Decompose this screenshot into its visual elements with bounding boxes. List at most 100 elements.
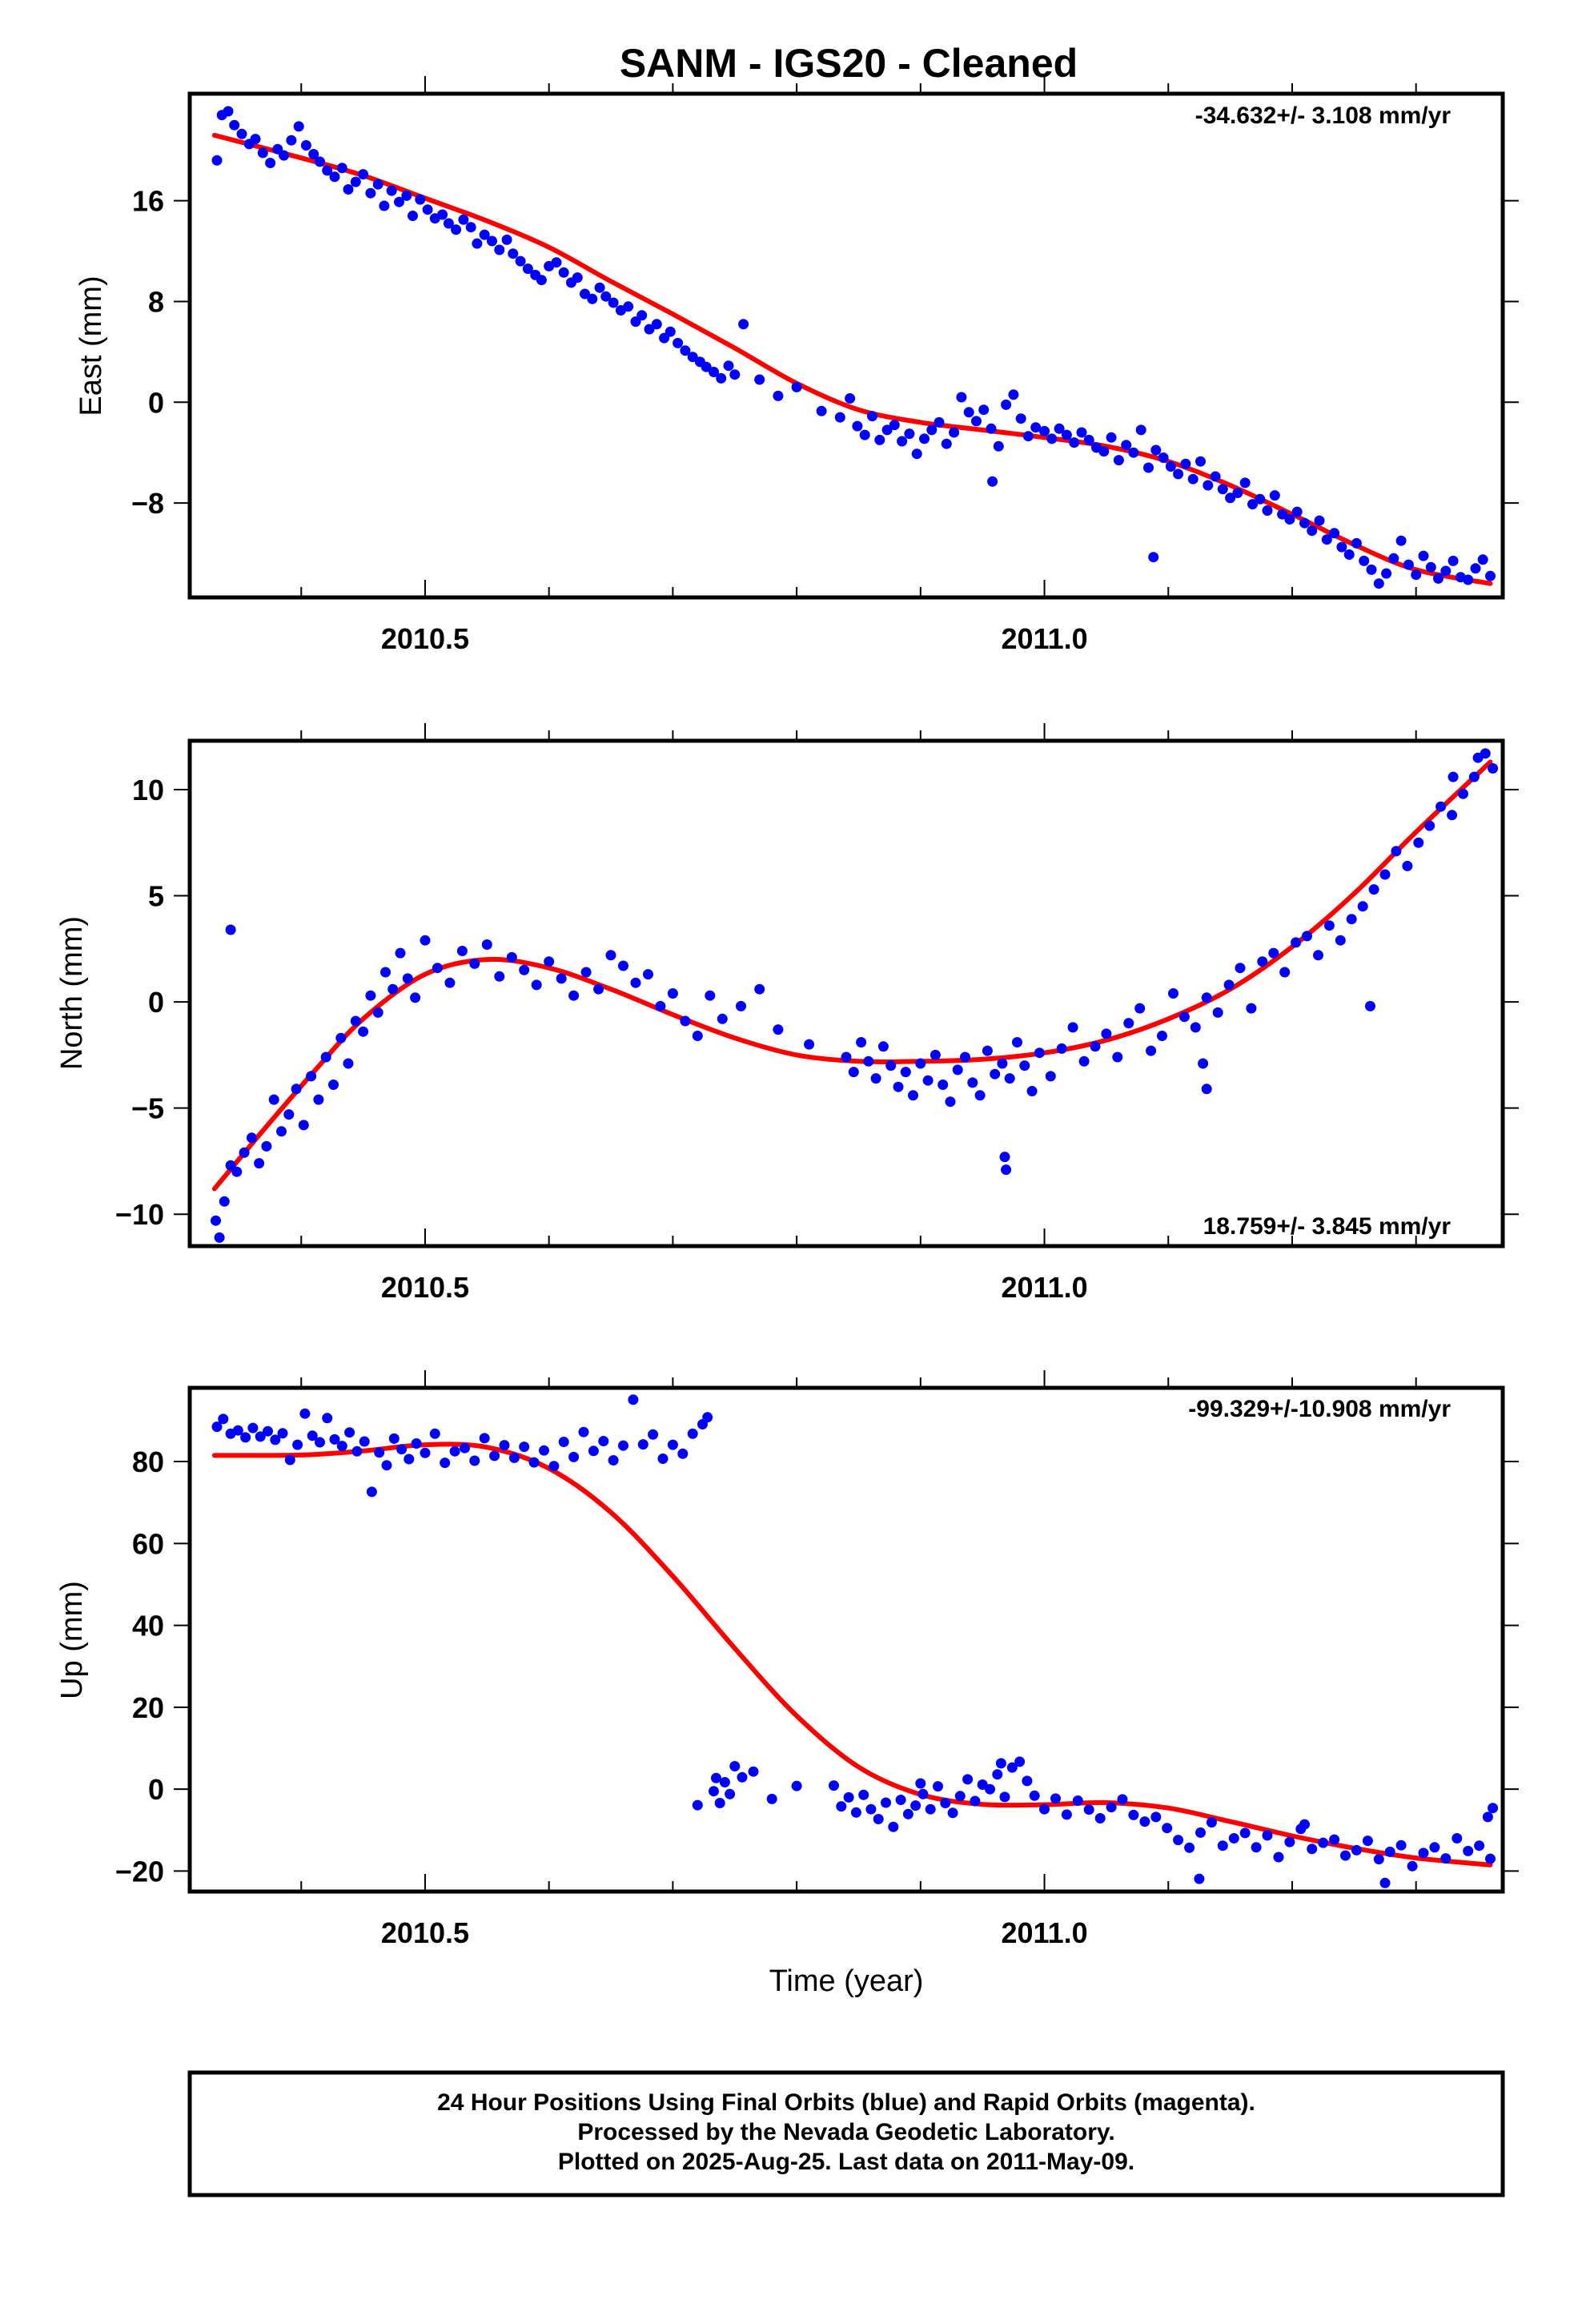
north-data-point — [1078, 1055, 1090, 1067]
north-data-point — [1235, 963, 1246, 974]
north-rate-label: 18.759+/- 3.845 mm/yr — [1203, 1213, 1452, 1240]
east-data-point — [1336, 541, 1347, 553]
north-data-point — [960, 1051, 970, 1063]
north-data-point — [593, 983, 604, 995]
up-data-point — [322, 1413, 333, 1424]
north-data-point — [870, 1073, 881, 1084]
up-data-point — [336, 1441, 347, 1452]
up-data-point — [888, 1821, 899, 1832]
east-data-point — [1046, 433, 1058, 444]
east-data-point — [1284, 514, 1295, 525]
east-data-point — [1262, 505, 1273, 516]
east-data-point — [1440, 565, 1452, 577]
east-data-point — [709, 367, 719, 377]
east-data-point — [852, 420, 863, 432]
up-y-tick-label: 60 — [132, 1527, 164, 1560]
east-data-point — [816, 405, 827, 416]
north-data-point — [1246, 1003, 1257, 1014]
north-data-point — [1034, 1047, 1045, 1059]
east-data-point — [881, 424, 893, 436]
east-data-point — [1225, 493, 1236, 504]
east-data-point — [1150, 444, 1162, 456]
east-data-point — [1433, 573, 1443, 584]
north-data-point — [246, 1132, 257, 1144]
east-data-point — [472, 238, 483, 249]
up-data-point — [791, 1780, 802, 1791]
north-data-point — [717, 1013, 728, 1024]
east-data-point — [701, 361, 712, 372]
up-data-point — [829, 1780, 839, 1791]
up-data-point — [315, 1437, 325, 1448]
up-x-tick-label: 2011.0 — [1001, 1916, 1087, 1949]
north-data-point — [1268, 947, 1279, 959]
up-data-point — [836, 1801, 847, 1812]
north-data-point — [306, 1071, 317, 1082]
east-fit-layer — [211, 132, 1493, 586]
up-data-point — [766, 1793, 777, 1804]
east-data-point — [791, 381, 802, 392]
north-data-point — [930, 1049, 941, 1060]
east-data-point — [738, 319, 749, 330]
east-data-point — [1148, 552, 1159, 563]
east-data-point — [358, 169, 369, 180]
east-data-point — [1195, 456, 1206, 467]
up-data-point — [970, 1795, 981, 1807]
up-data-point — [508, 1452, 520, 1463]
east-data-point — [1098, 446, 1110, 457]
north-data-point — [1168, 988, 1178, 999]
north-data-point — [1001, 1164, 1012, 1176]
up-data-point — [719, 1777, 730, 1787]
north-data-point — [982, 1045, 993, 1056]
north-data-point — [432, 963, 443, 974]
north-data-point — [1447, 810, 1458, 821]
north-data-point — [1012, 1037, 1022, 1047]
east-data-point — [479, 229, 490, 240]
east-data-point — [1343, 549, 1355, 560]
up-data-point — [1485, 1853, 1496, 1864]
up-data-point — [420, 1447, 431, 1458]
east-y-tick-label: 8 — [148, 285, 164, 318]
north-data-point — [1313, 950, 1323, 961]
footer-box: 24 Hour Positions Using Final Orbits (bl… — [187, 2070, 1505, 2197]
east-data-point — [286, 135, 297, 146]
north-data-point — [313, 1094, 324, 1105]
up-data-point — [1299, 1819, 1310, 1830]
east-data-point — [223, 106, 234, 117]
up-points-layer — [211, 1394, 1499, 1888]
up-data-point — [999, 1791, 1010, 1803]
north-data-point — [1472, 752, 1484, 763]
north-x-tick-label: 2011.0 — [1001, 1271, 1087, 1304]
up-data-point — [396, 1444, 408, 1455]
north-data-point — [1302, 931, 1312, 942]
east-data-point — [580, 288, 590, 300]
up-data-point — [1184, 1842, 1195, 1853]
up-data-point — [1162, 1823, 1173, 1834]
east-data-point — [834, 412, 845, 423]
up-y-tick-label: 20 — [132, 1691, 164, 1724]
north-data-point — [692, 1031, 703, 1041]
north-data-point — [211, 1215, 221, 1226]
north-ticks-layer: 2010.5 2011.0 10 5 0 −5 −10 — [115, 723, 1519, 1304]
up-data-point — [667, 1439, 678, 1450]
up-data-point — [270, 1434, 281, 1445]
east-data-point — [1351, 537, 1362, 549]
east-data-point — [1187, 473, 1199, 485]
up-data-point — [1206, 1817, 1217, 1828]
up-data-point — [440, 1458, 451, 1469]
east-data-point — [1425, 561, 1436, 573]
north-data-point — [387, 983, 399, 995]
east-data-point — [422, 204, 433, 215]
up-data-point — [737, 1771, 748, 1783]
up-data-point — [1379, 1877, 1391, 1888]
up-data-point — [307, 1430, 318, 1441]
east-data-point — [329, 171, 340, 183]
up-data-point — [240, 1432, 251, 1443]
east-data-point — [1217, 484, 1228, 495]
east-data-point — [1039, 425, 1050, 436]
north-data-point — [1257, 956, 1268, 967]
north-data-point — [225, 924, 236, 935]
east-data-point — [415, 194, 426, 205]
up-data-point — [1083, 1804, 1094, 1815]
north-data-point — [1101, 1028, 1112, 1039]
east-data-point — [1061, 429, 1072, 440]
